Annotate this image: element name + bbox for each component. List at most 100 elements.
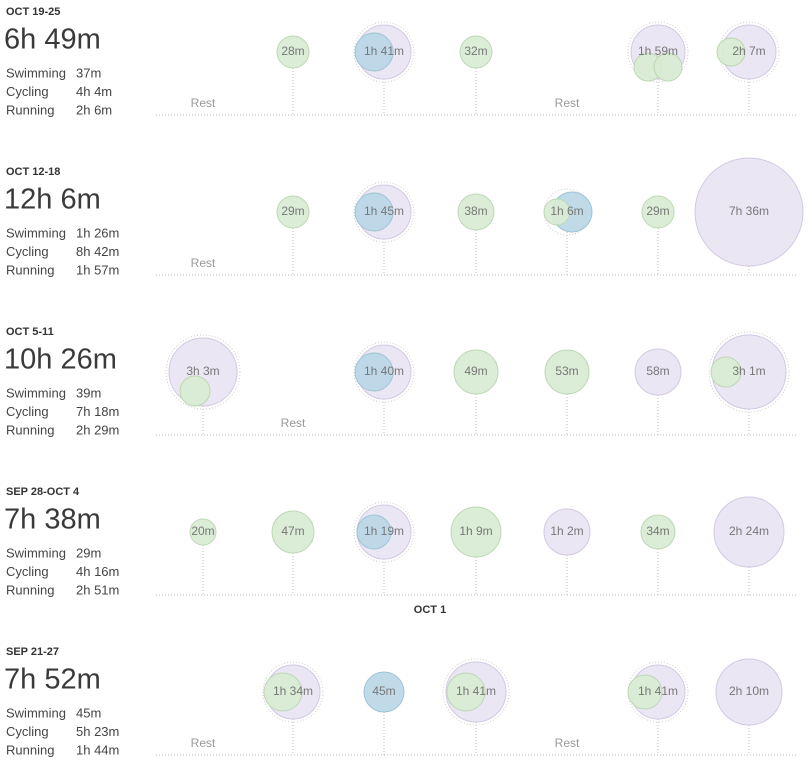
day-bubble — [263, 672, 303, 712]
sport-time: 1h 44m — [76, 742, 119, 757]
day-bubble — [694, 157, 804, 267]
day-duration: 1h 41m — [456, 684, 496, 698]
day-bubble — [450, 506, 502, 558]
day-duration: 7h 36m — [729, 204, 769, 218]
bubble-ring — [165, 334, 241, 410]
week-total: 7h 38m — [4, 504, 101, 536]
week-total: 10h 26m — [4, 344, 117, 376]
sport-name: Running — [6, 582, 54, 597]
bubble-ring — [442, 658, 510, 726]
day-bubble — [446, 672, 486, 712]
day-duration: 34m — [646, 524, 669, 538]
day-duration: 1h 6m — [550, 204, 583, 218]
day-bubble — [354, 192, 394, 232]
day-bubble — [640, 514, 676, 550]
week-total: 6h 49m — [4, 24, 101, 56]
day-duration: 45m — [372, 684, 395, 698]
day-duration: 47m — [281, 524, 304, 538]
day-bubble — [713, 496, 785, 568]
bubble-ring — [627, 661, 689, 723]
day-duration: 2h 10m — [729, 684, 769, 698]
day-bubble — [276, 35, 310, 69]
day-duration: 28m — [281, 44, 304, 58]
sport-name: Cycling — [6, 404, 49, 419]
day-duration: 3h 1m — [732, 364, 765, 378]
day-duration: 2h 7m — [732, 44, 765, 58]
bubble-ring — [353, 501, 415, 563]
rest-label: Rest — [191, 256, 216, 270]
week-label: OCT 5-11 — [6, 326, 54, 338]
sport-name: Running — [6, 262, 54, 277]
day-bubble — [634, 348, 682, 396]
bubble-ring — [262, 661, 324, 723]
day-bubble — [363, 671, 405, 713]
day-bubble — [641, 195, 675, 229]
rest-label: Rest — [555, 96, 580, 110]
day-bubble — [189, 518, 217, 546]
sport-time: 2h 6m — [76, 102, 112, 117]
day-bubble — [271, 510, 315, 554]
sport-time: 2h 51m — [76, 582, 119, 597]
day-bubble — [543, 508, 591, 556]
day-bubble — [716, 37, 746, 67]
day-duration: 1h 2m — [550, 524, 583, 538]
bubble-ring — [627, 21, 689, 83]
day-duration: 1h 40m — [364, 364, 404, 378]
day-duration: 1h 41m — [638, 684, 678, 698]
sport-name: Swimming — [6, 385, 66, 400]
sport-name: Running — [6, 422, 54, 437]
day-bubble — [627, 674, 663, 710]
sport-time: 45m — [76, 705, 101, 720]
sport-name: Cycling — [6, 84, 49, 99]
sport-name: Swimming — [6, 705, 66, 720]
day-duration: 58m — [646, 364, 669, 378]
bubble-ring — [353, 181, 415, 243]
sport-name: Swimming — [6, 225, 66, 240]
sport-time: 4h 16m — [76, 564, 119, 579]
day-bubble — [459, 35, 493, 69]
day-bubble — [453, 349, 499, 395]
day-duration: 3h 3m — [186, 364, 219, 378]
day-duration: 2h 24m — [729, 524, 769, 538]
week-total: 12h 6m — [4, 184, 101, 216]
sport-time: 1h 26m — [76, 225, 119, 240]
sport-name: Cycling — [6, 724, 49, 739]
day-bubble — [457, 193, 495, 231]
bubble-ring — [353, 21, 415, 83]
sport-time: 8h 42m — [76, 244, 119, 259]
day-bubble — [710, 356, 742, 388]
sport-name: Swimming — [6, 545, 66, 560]
sport-name: Swimming — [6, 65, 66, 80]
bubble-ring — [708, 331, 790, 413]
day-duration: 1h 19m — [364, 524, 404, 538]
day-bubble — [543, 198, 571, 226]
rest-label: Rest — [555, 736, 580, 750]
day-duration: 32m — [464, 44, 487, 58]
bubble-ring — [718, 21, 780, 83]
day-bubble — [653, 52, 683, 82]
day-duration: 53m — [555, 364, 578, 378]
sport-name: Cycling — [6, 244, 49, 259]
day-bubble — [276, 195, 310, 229]
day-duration: 1h 9m — [459, 524, 492, 538]
day-duration: 29m — [646, 204, 669, 218]
sport-name: Running — [6, 102, 54, 117]
day-bubble — [354, 32, 394, 72]
sport-time: 5h 23m — [76, 724, 119, 739]
week-label: SEP 28-OCT 4 — [6, 486, 80, 498]
day-bubble — [356, 514, 392, 550]
rest-label: Rest — [191, 736, 216, 750]
day-duration: 1h 34m — [273, 684, 313, 698]
bubble-ring — [353, 341, 415, 403]
day-duration: 29m — [281, 204, 304, 218]
sport-time: 29m — [76, 545, 101, 560]
month-marker: OCT 1 — [414, 604, 446, 616]
day-bubble — [715, 658, 783, 726]
sport-time: 4h 4m — [76, 84, 112, 99]
rest-label: Rest — [191, 96, 216, 110]
sport-time: 1h 57m — [76, 262, 119, 277]
day-duration: 49m — [464, 364, 487, 378]
day-duration: 20m — [191, 524, 214, 538]
